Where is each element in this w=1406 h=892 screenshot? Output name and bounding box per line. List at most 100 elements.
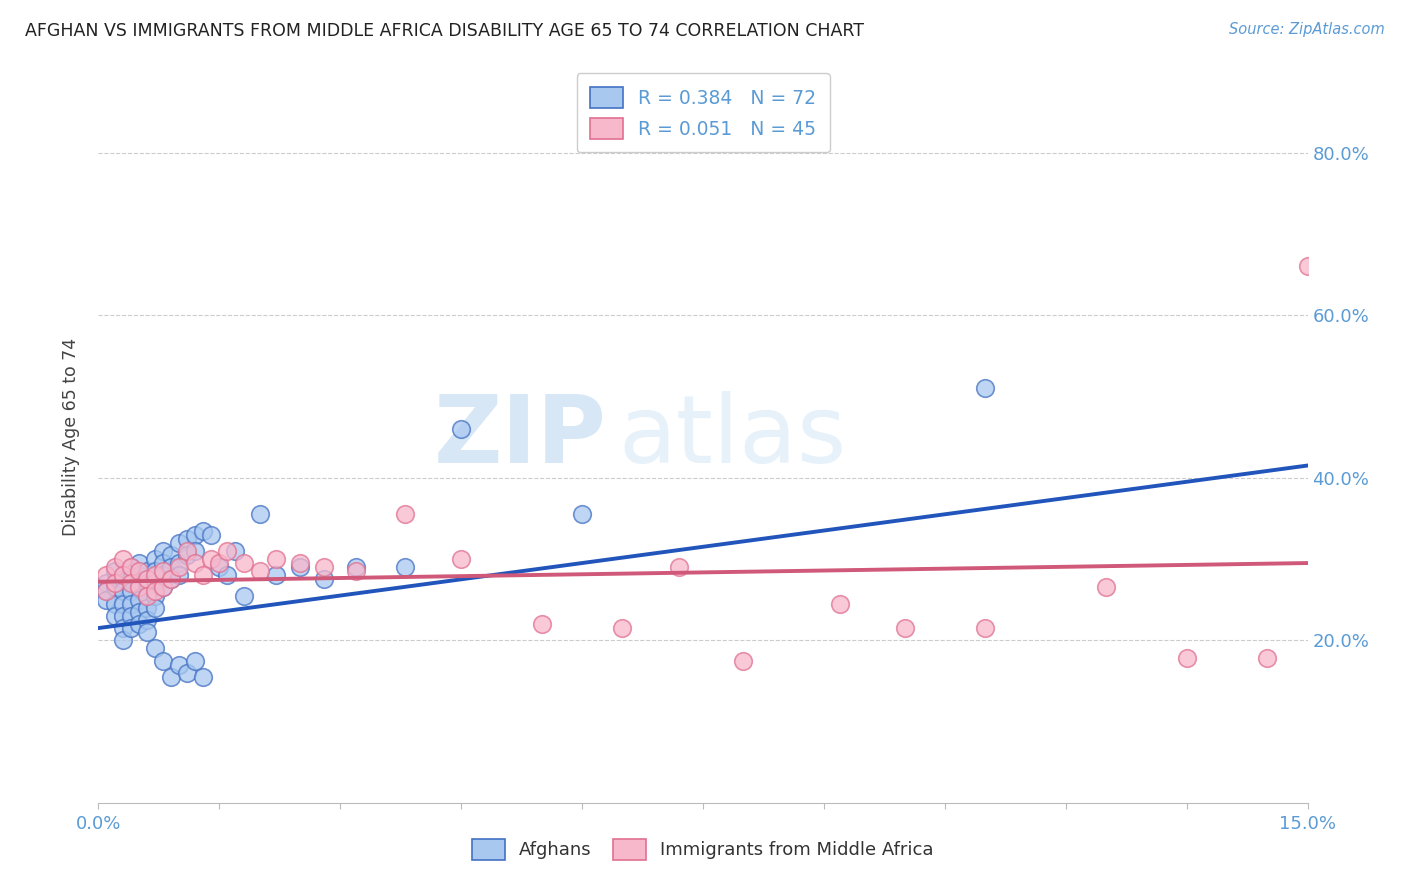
Point — [176, 532, 198, 546]
Point — [135, 572, 157, 586]
Point — [184, 527, 207, 541]
Point — [135, 600, 157, 615]
Point — [120, 560, 142, 574]
Point — [668, 560, 690, 574]
Point — [143, 641, 166, 656]
Point — [208, 560, 231, 574]
Point — [167, 657, 190, 672]
Point — [128, 564, 150, 578]
Point — [450, 422, 472, 436]
Point — [612, 621, 634, 635]
Point — [96, 584, 118, 599]
Point — [184, 654, 207, 668]
Point — [143, 600, 166, 615]
Point — [217, 544, 239, 558]
Point — [193, 524, 215, 538]
Point — [103, 560, 125, 574]
Point — [120, 597, 142, 611]
Point — [160, 548, 183, 562]
Point — [1296, 260, 1319, 274]
Text: ZIP: ZIP — [433, 391, 606, 483]
Point — [128, 617, 150, 632]
Point — [152, 654, 174, 668]
Point — [1175, 651, 1198, 665]
Point — [135, 589, 157, 603]
Point — [160, 670, 183, 684]
Point — [249, 508, 271, 522]
Point — [176, 665, 198, 680]
Point — [530, 617, 553, 632]
Point — [143, 576, 166, 591]
Point — [143, 584, 166, 599]
Point — [120, 560, 142, 574]
Point — [111, 584, 134, 599]
Point — [120, 621, 142, 635]
Point — [344, 560, 367, 574]
Text: AFGHAN VS IMMIGRANTS FROM MIDDLE AFRICA DISABILITY AGE 65 TO 74 CORRELATION CHAR: AFGHAN VS IMMIGRANTS FROM MIDDLE AFRICA … — [25, 22, 865, 40]
Point — [264, 552, 287, 566]
Point — [394, 560, 416, 574]
Point — [571, 508, 593, 522]
Point — [143, 552, 166, 566]
Point — [111, 597, 134, 611]
Point — [111, 568, 134, 582]
Point — [120, 608, 142, 623]
Point — [184, 556, 207, 570]
Point — [128, 605, 150, 619]
Point — [103, 608, 125, 623]
Y-axis label: Disability Age 65 to 74: Disability Age 65 to 74 — [62, 338, 80, 536]
Point — [120, 572, 142, 586]
Point — [733, 654, 755, 668]
Point — [96, 568, 118, 582]
Point — [152, 564, 174, 578]
Point — [152, 544, 174, 558]
Legend: Afghans, Immigrants from Middle Africa: Afghans, Immigrants from Middle Africa — [465, 831, 941, 867]
Point — [176, 544, 198, 558]
Point — [217, 568, 239, 582]
Point — [160, 572, 183, 586]
Point — [103, 564, 125, 578]
Point — [232, 589, 254, 603]
Point — [176, 548, 198, 562]
Point — [128, 556, 150, 570]
Point — [103, 597, 125, 611]
Point — [314, 560, 336, 574]
Point — [111, 633, 134, 648]
Point — [184, 544, 207, 558]
Point — [143, 568, 166, 582]
Point — [1329, 584, 1351, 599]
Point — [111, 552, 134, 566]
Point — [152, 568, 174, 582]
Point — [152, 581, 174, 595]
Point — [111, 608, 134, 623]
Point — [128, 581, 150, 595]
Point — [96, 576, 118, 591]
Point — [974, 621, 997, 635]
Point — [264, 568, 287, 582]
Point — [167, 560, 190, 574]
Point — [128, 581, 150, 595]
Point — [893, 621, 915, 635]
Point — [200, 552, 222, 566]
Point — [1095, 581, 1118, 595]
Point — [193, 670, 215, 684]
Point — [120, 584, 142, 599]
Text: atlas: atlas — [619, 391, 846, 483]
Point — [160, 560, 183, 574]
Point — [152, 581, 174, 595]
Point — [135, 589, 157, 603]
Point — [828, 597, 851, 611]
Point — [103, 576, 125, 591]
Point — [96, 584, 118, 599]
Point — [208, 556, 231, 570]
Point — [135, 613, 157, 627]
Point — [152, 556, 174, 570]
Point — [232, 556, 254, 570]
Point — [160, 572, 183, 586]
Point — [450, 552, 472, 566]
Point — [1256, 651, 1278, 665]
Point — [224, 544, 246, 558]
Point — [128, 592, 150, 607]
Point — [1312, 544, 1334, 558]
Point — [143, 564, 166, 578]
